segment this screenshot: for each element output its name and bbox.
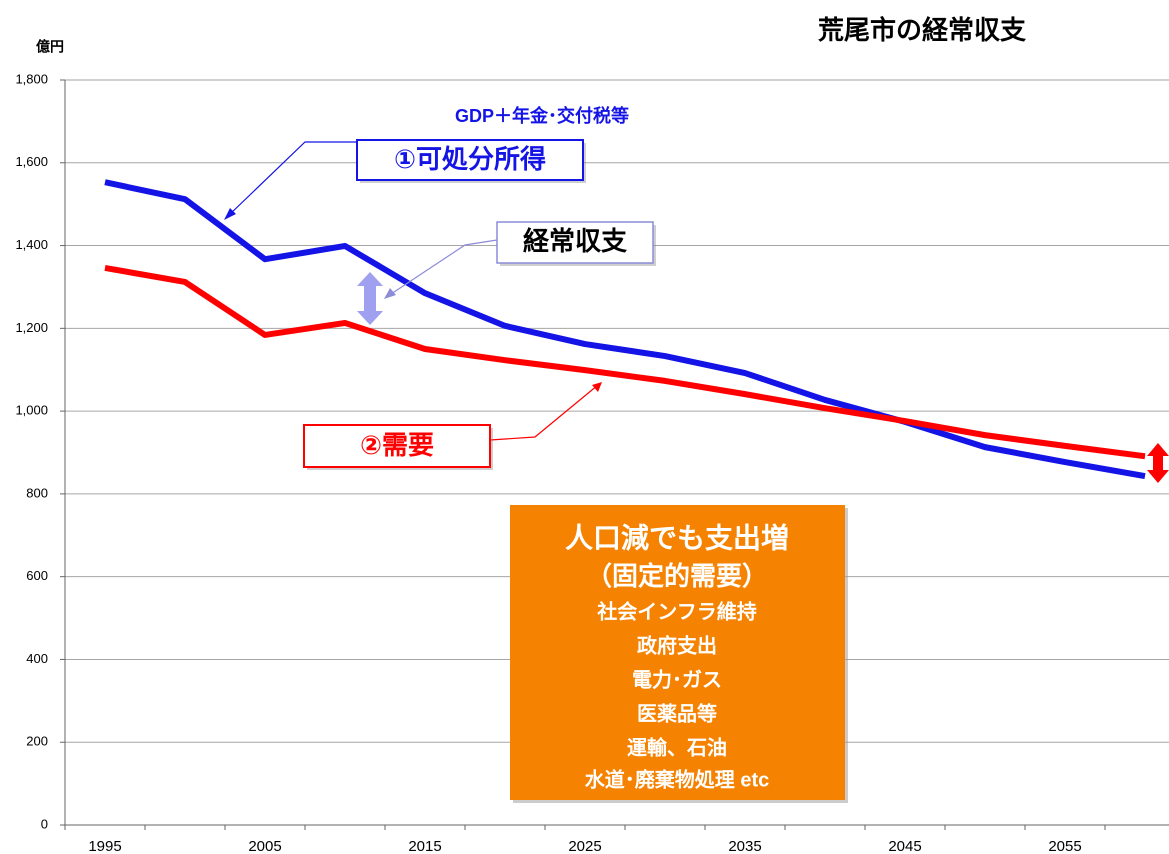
x-tick-label: 2005 xyxy=(248,838,281,854)
arrow xyxy=(489,384,599,441)
balance-label: 経常収支 xyxy=(523,226,627,256)
series-label: ②需要 xyxy=(360,430,434,460)
double-arrow xyxy=(357,272,383,325)
label-box xyxy=(496,221,654,264)
x-tick-label: 2055 xyxy=(1048,838,1081,854)
y-unit: 億円 xyxy=(36,39,64,55)
label-box xyxy=(356,139,584,181)
series-line xyxy=(104,264,1146,460)
note-line: 政府支出 xyxy=(637,633,717,657)
note-line: 運輸、石油 xyxy=(627,735,727,759)
note-line: 社会インフラ維持 xyxy=(596,599,756,623)
series-label: ①可処分所得 xyxy=(394,144,546,174)
note-line: 医薬品等 xyxy=(637,701,717,725)
note-line: 電力･ガス xyxy=(632,668,722,691)
x-tick-label: 1995 xyxy=(88,838,121,854)
plot: 0 200 400 600 800 1,000 1,200 1,400 1,600 1,800 19… xyxy=(15,71,1169,854)
x-tick-label: 2045 xyxy=(888,838,921,854)
x-tick-label: 2015 xyxy=(408,838,441,854)
chart-title: 荒尾市の経常収支 xyxy=(818,15,1026,45)
y-tick-label: 400 xyxy=(26,651,48,666)
income-note: GDP＋年金･交付税等 xyxy=(455,105,629,126)
y-tick-label: 800 xyxy=(26,485,48,500)
y-tick-label: 1,200 xyxy=(15,320,48,335)
arrowhead xyxy=(384,288,396,299)
note-line: （固定的需要） xyxy=(586,561,768,591)
note-line: 水道･廃棄物処理 etc xyxy=(585,767,769,791)
x-tick-label: 2025 xyxy=(568,838,601,854)
label-box xyxy=(303,424,491,468)
y-tick-label: 1,000 xyxy=(15,403,48,418)
arrow xyxy=(227,141,357,217)
note-line: 人口減でも支出増 xyxy=(565,522,789,553)
double-arrow xyxy=(1147,443,1169,483)
arrowhead xyxy=(224,208,236,220)
y-tick-label: 600 xyxy=(26,568,48,583)
note-box xyxy=(510,505,845,800)
y-tick-label: 200 xyxy=(26,734,48,749)
x-tick-label: 2035 xyxy=(728,838,761,854)
y-tick-label: 1,600 xyxy=(15,154,48,169)
y-tick-label: 1,800 xyxy=(15,71,48,86)
arrow xyxy=(387,239,498,297)
note-text: 人口減でも支出増 （固定的需要） 社会インフラ維持政府支出電力･ガス医薬品等運輸、石… xyxy=(565,522,789,791)
arrowhead xyxy=(592,382,602,392)
y-tick-label: 1,400 xyxy=(15,237,48,252)
series-line xyxy=(104,179,1146,480)
y-tick-label: 0 xyxy=(41,816,48,831)
